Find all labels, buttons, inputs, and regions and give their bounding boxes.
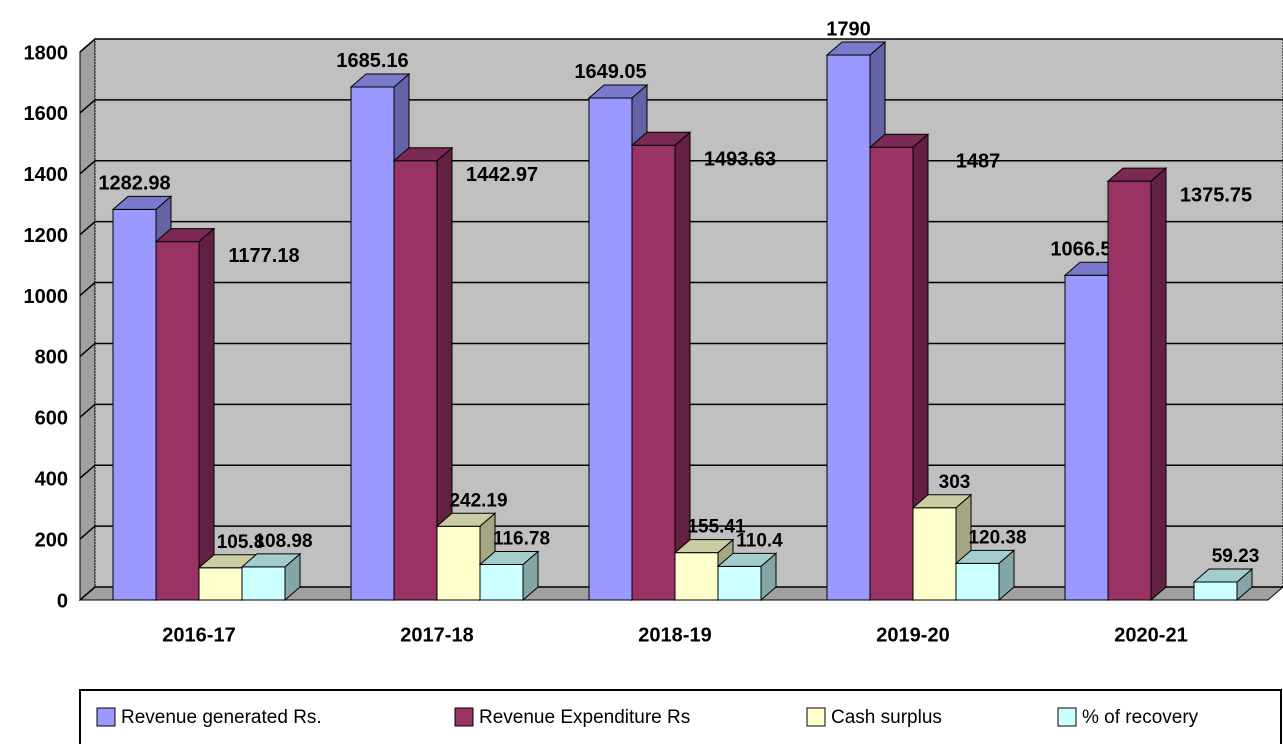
bar-top <box>911 494 973 509</box>
legend-label: % of recovery <box>1082 707 1199 728</box>
bar <box>479 563 524 601</box>
data-label: 110.4 <box>736 530 783 551</box>
bar <box>393 160 438 601</box>
data-label: 59.23 <box>1212 546 1260 567</box>
legend-swatch <box>1057 707 1077 727</box>
x-tick-label: 2016-17 <box>162 624 235 646</box>
legend-swatch <box>96 707 116 727</box>
bar-top <box>825 41 887 56</box>
bar-top <box>435 512 497 527</box>
bar-top <box>954 549 1016 564</box>
bar-top <box>349 73 411 88</box>
data-label: 105.8 <box>217 532 265 553</box>
y-tick-label: 800 <box>35 347 68 369</box>
bar <box>674 552 719 601</box>
legend-label: Revenue Expenditure Rs <box>479 707 690 728</box>
x-tick-label: 2019-20 <box>876 624 949 646</box>
data-label: 1066.52 <box>1050 239 1122 261</box>
bar <box>436 525 481 601</box>
bar <box>631 144 676 601</box>
y-tick-label: 1000 <box>24 286 69 308</box>
y-tick-label: 1200 <box>24 225 69 247</box>
data-label: 1177.18 <box>228 245 299 267</box>
x-tick-label: 2020-21 <box>1114 624 1187 646</box>
data-label: 303 <box>939 472 971 493</box>
bar-top <box>1192 568 1254 583</box>
grid-line <box>79 38 1283 53</box>
legend-swatch <box>806 707 826 727</box>
bar <box>826 54 871 601</box>
data-label: 1790 <box>826 18 871 40</box>
x-tick-label: 2018-19 <box>638 624 711 646</box>
data-label: 108.98 <box>254 531 312 552</box>
data-label: 120.38 <box>968 527 1026 548</box>
side-wall <box>79 37 96 602</box>
bar-top <box>392 147 454 162</box>
data-label: 1493.63 <box>704 149 776 171</box>
bar <box>112 208 157 601</box>
bar-top <box>154 228 216 243</box>
x-tick-label: 2017-18 <box>400 624 473 646</box>
y-tick-label: 600 <box>35 408 68 430</box>
y-tick-label: 1600 <box>24 103 69 125</box>
y-tick-label: 200 <box>35 529 68 551</box>
bar-top <box>868 133 930 148</box>
bar <box>241 566 286 601</box>
bar-top <box>630 131 692 146</box>
bar <box>588 97 633 601</box>
bar <box>1107 180 1152 601</box>
data-label: 116.78 <box>493 528 550 549</box>
data-label: 155.41 <box>687 517 746 538</box>
bar-side <box>1150 167 1167 602</box>
bar-top <box>240 553 302 568</box>
data-label: 1375.75 <box>1180 184 1252 206</box>
bar-side <box>198 227 215 602</box>
bar <box>869 146 914 601</box>
bar-top <box>478 550 540 565</box>
data-label: 242.19 <box>449 490 507 511</box>
bar-top <box>1106 167 1168 182</box>
legend-label: Revenue generated Rs. <box>121 707 322 728</box>
data-label: 1685.16 <box>336 50 408 72</box>
bar-top <box>716 552 778 567</box>
bar <box>717 565 762 601</box>
y-tick-label: 1400 <box>24 164 69 186</box>
bar <box>912 507 957 601</box>
data-label: 1649.05 <box>574 61 646 83</box>
bar <box>955 562 1000 601</box>
data-label: 1442.97 <box>466 164 538 186</box>
data-label: 1487 <box>956 151 1001 173</box>
bar-top <box>587 84 649 99</box>
bar <box>1064 274 1109 601</box>
y-tick-label: 0 <box>57 590 68 612</box>
bar-top <box>111 195 173 210</box>
bar <box>350 86 395 601</box>
y-tick-label: 400 <box>35 469 68 491</box>
data-label: 1282.98 <box>98 173 170 195</box>
bar-top <box>673 539 735 554</box>
grid-line <box>79 99 1283 114</box>
y-tick-label: 1800 <box>24 42 69 64</box>
legend-label: Cash surplus <box>831 707 942 728</box>
bar <box>1193 581 1238 601</box>
bar <box>198 567 243 601</box>
legend-swatch <box>454 707 474 727</box>
legend-box <box>79 689 1282 744</box>
bar <box>155 241 200 601</box>
